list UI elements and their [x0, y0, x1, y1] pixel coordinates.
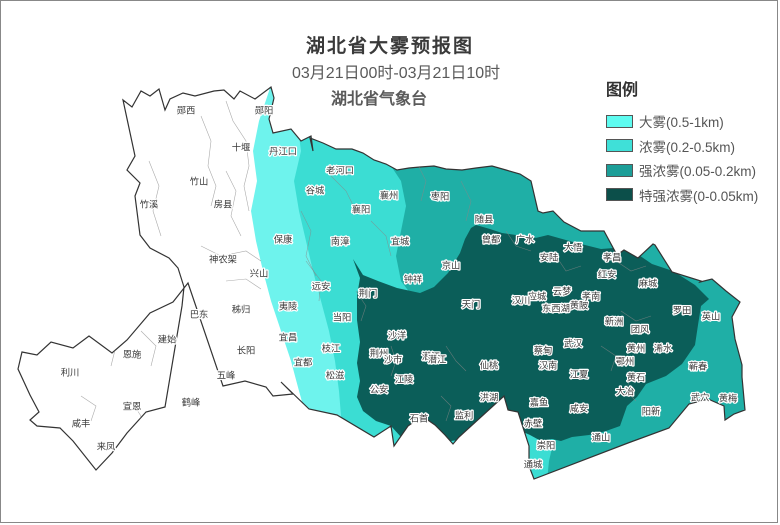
svg-text:五峰: 五峰 — [217, 370, 236, 380]
svg-text:来凤: 来凤 — [97, 441, 116, 451]
svg-text:汉南: 汉南 — [539, 359, 558, 370]
svg-text:竹溪: 竹溪 — [140, 198, 159, 209]
svg-text:崇阳: 崇阳 — [537, 440, 556, 450]
svg-text:荆门: 荆门 — [359, 287, 378, 298]
svg-text:襄州: 襄州 — [380, 189, 399, 200]
svg-text:秭归: 秭归 — [232, 303, 251, 314]
svg-text:枣阳: 枣阳 — [431, 191, 450, 201]
svg-text:宜都: 宜都 — [294, 356, 313, 367]
svg-text:嘉鱼: 嘉鱼 — [530, 396, 549, 407]
svg-text:团风: 团风 — [631, 324, 650, 334]
svg-text:大冶: 大冶 — [616, 385, 635, 396]
svg-text:远安: 远安 — [312, 280, 331, 291]
svg-text:沙市: 沙市 — [384, 353, 403, 364]
svg-text:洪湖: 洪湖 — [480, 391, 499, 402]
svg-text:老河口: 老河口 — [326, 164, 354, 175]
svg-text:石首: 石首 — [410, 412, 429, 423]
svg-text:天门: 天门 — [462, 298, 481, 309]
svg-text:宜城: 宜城 — [391, 235, 410, 246]
svg-text:赤壁: 赤壁 — [524, 417, 543, 428]
svg-text:谷城: 谷城 — [306, 185, 325, 195]
svg-text:恩施: 恩施 — [123, 348, 142, 359]
svg-text:麻城: 麻城 — [639, 277, 658, 288]
svg-text:兴山: 兴山 — [250, 268, 269, 278]
svg-text:孝南: 孝南 — [582, 290, 601, 301]
svg-text:郧阳: 郧阳 — [255, 105, 274, 115]
svg-text:咸安: 咸安 — [570, 402, 589, 413]
svg-text:宜昌: 宜昌 — [279, 331, 298, 342]
svg-text:黄梅: 黄梅 — [719, 392, 738, 403]
svg-text:潜江: 潜江 — [428, 353, 447, 364]
svg-text:红安: 红安 — [598, 268, 617, 279]
svg-text:安陆: 安陆 — [540, 251, 559, 262]
svg-text:钟祥: 钟祥 — [404, 273, 423, 284]
svg-text:广水: 广水 — [516, 233, 535, 244]
svg-text:建始: 建始 — [158, 333, 177, 344]
svg-text:孝昌: 孝昌 — [603, 252, 622, 262]
svg-text:松滋: 松滋 — [326, 369, 345, 380]
svg-text:武汉: 武汉 — [564, 337, 583, 348]
svg-text:江夏: 江夏 — [570, 369, 589, 379]
svg-text:郧西: 郧西 — [177, 105, 196, 115]
svg-text:蕲春: 蕲春 — [689, 360, 708, 371]
svg-text:枝江: 枝江 — [322, 342, 341, 353]
svg-text:随县: 随县 — [475, 213, 494, 224]
svg-text:竹山: 竹山 — [190, 175, 209, 186]
svg-text:英山: 英山 — [702, 310, 721, 321]
svg-text:京山: 京山 — [442, 259, 461, 270]
svg-text:十堰: 十堰 — [232, 141, 251, 152]
svg-text:东西湖: 东西湖 — [542, 302, 570, 313]
svg-text:通城: 通城 — [524, 459, 543, 469]
svg-text:丹江口: 丹江口 — [269, 146, 297, 156]
svg-text:黄石: 黄石 — [627, 371, 646, 382]
svg-text:阳新: 阳新 — [642, 405, 661, 416]
svg-text:仙桃: 仙桃 — [480, 359, 499, 370]
svg-text:夷陵: 夷陵 — [279, 300, 298, 311]
svg-text:黄州: 黄州 — [627, 342, 646, 353]
svg-text:长阳: 长阳 — [237, 344, 256, 355]
svg-text:浠水: 浠水 — [654, 342, 673, 353]
svg-text:鹤峰: 鹤峰 — [182, 396, 201, 407]
svg-text:襄阳: 襄阳 — [352, 203, 371, 214]
svg-text:巴东: 巴东 — [190, 308, 209, 319]
svg-text:江陵: 江陵 — [395, 374, 414, 384]
svg-text:云梦: 云梦 — [553, 286, 572, 296]
svg-text:罗田: 罗田 — [673, 305, 692, 315]
svg-text:利川: 利川 — [61, 366, 80, 377]
svg-text:咸丰: 咸丰 — [72, 417, 91, 428]
svg-text:通山: 通山 — [592, 432, 611, 442]
svg-text:神农架: 神农架 — [209, 253, 237, 264]
svg-text:大悟: 大悟 — [564, 241, 583, 252]
svg-text:监利: 监利 — [455, 409, 474, 420]
svg-text:公安: 公安 — [370, 383, 389, 394]
svg-text:武穴: 武穴 — [691, 391, 710, 402]
svg-text:宣恩: 宣恩 — [123, 400, 142, 411]
svg-text:汉川: 汉川 — [512, 295, 531, 305]
svg-text:房县: 房县 — [214, 198, 233, 209]
svg-text:新洲: 新洲 — [605, 315, 624, 326]
svg-text:南漳: 南漳 — [331, 235, 350, 246]
svg-text:蔡甸: 蔡甸 — [534, 344, 553, 355]
svg-text:保康: 保康 — [274, 233, 293, 244]
svg-text:当阳: 当阳 — [333, 311, 352, 322]
svg-text:沙洋: 沙洋 — [388, 329, 407, 340]
svg-text:应城: 应城 — [528, 290, 547, 301]
svg-text:曾都: 曾都 — [482, 233, 501, 244]
svg-text:鄂州: 鄂州 — [616, 356, 635, 366]
